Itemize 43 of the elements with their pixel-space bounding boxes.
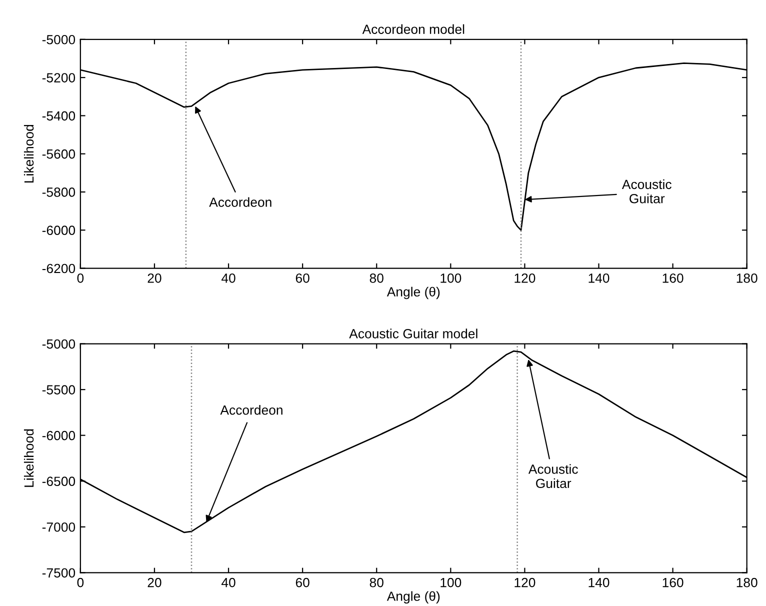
chart-title: Acoustic Guitar model xyxy=(349,328,478,338)
x-tick-label: 80 xyxy=(370,273,384,283)
y-tick-label: -6500 xyxy=(42,476,76,486)
y-tick-label: -7000 xyxy=(42,522,76,532)
x-tick-label: 80 xyxy=(370,578,384,588)
x-tick-label: 180 xyxy=(736,578,758,588)
x-tick-label: 0 xyxy=(77,273,84,283)
y-tick-label: -5800 xyxy=(42,188,76,197)
annotation: Acoustic Guitar xyxy=(528,464,578,488)
y-tick-label: -6200 xyxy=(42,264,76,274)
x-tick-label: 120 xyxy=(514,273,536,283)
y-tick-label: -5200 xyxy=(42,73,76,82)
y-tick-label: -7500 xyxy=(42,568,76,578)
x-tick-label: 100 xyxy=(440,273,462,283)
x-tick-label: 140 xyxy=(588,578,610,588)
x-tick-label: 40 xyxy=(221,578,236,588)
x-tick-label: 180 xyxy=(736,273,758,283)
y-tick-label: -5400 xyxy=(42,111,76,121)
x-tick-label: 140 xyxy=(588,273,610,283)
x-tick-label: 120 xyxy=(514,578,536,588)
y-tick-label: -5600 xyxy=(42,149,76,159)
y-tick-label: -5500 xyxy=(42,385,76,394)
x-axis-title: Angle (θ) xyxy=(386,286,440,300)
x-axis-title: Angle (θ) xyxy=(386,591,440,604)
y-tick-label: -5000 xyxy=(42,34,76,44)
x-tick-label: 100 xyxy=(440,578,462,588)
y-axis-title: Likelihood xyxy=(24,124,34,182)
y-tick-label: -5000 xyxy=(42,339,76,349)
chart-title: Accordeon model xyxy=(362,24,464,34)
annotation: Acoustic Guitar xyxy=(622,179,672,204)
x-tick-label: 20 xyxy=(148,273,162,283)
x-tick-label: 20 xyxy=(148,578,162,588)
x-tick-label: 60 xyxy=(296,273,310,283)
annotation: Accordeon xyxy=(220,405,282,415)
x-tick-label: 160 xyxy=(662,273,684,283)
annotation: Accordeon xyxy=(209,197,272,207)
y-tick-label: -6000 xyxy=(42,430,76,440)
y-axis-title: Likelihood xyxy=(24,429,34,487)
x-tick-label: 40 xyxy=(221,273,236,283)
x-tick-label: 0 xyxy=(77,578,84,588)
y-tick-label: -6000 xyxy=(42,226,76,236)
x-tick-label: 160 xyxy=(662,578,684,588)
x-tick-label: 60 xyxy=(296,578,310,588)
